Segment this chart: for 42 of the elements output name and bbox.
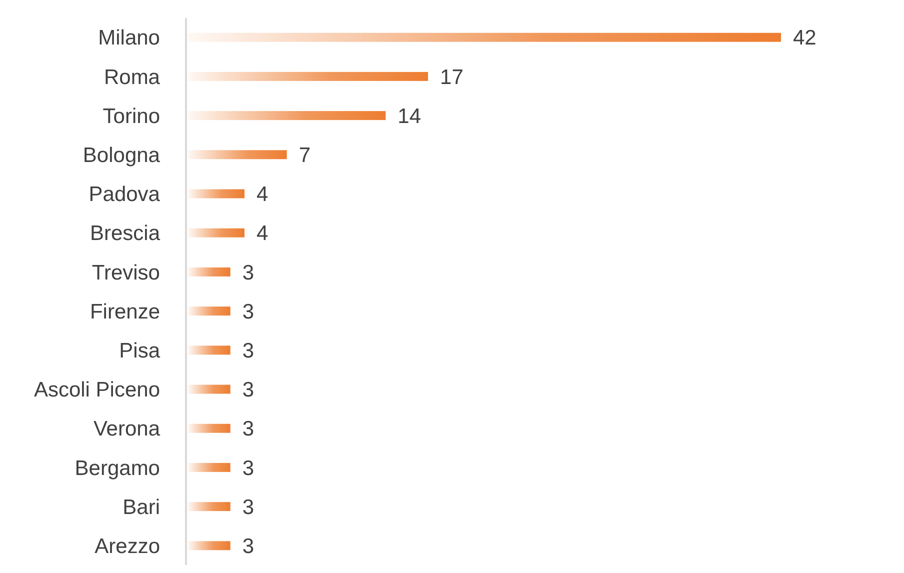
data-label: 3 xyxy=(242,300,254,324)
bar xyxy=(188,32,781,42)
y-tick-label: Arezzo xyxy=(94,534,160,558)
y-tick-label: Bari xyxy=(122,496,160,519)
y-tick-label: Treviso xyxy=(92,261,160,284)
bar xyxy=(188,228,244,238)
bar xyxy=(188,462,230,472)
data-label: 4 xyxy=(256,183,268,206)
y-tick-label: Roma xyxy=(104,66,160,89)
y-tick-label: Torino xyxy=(102,104,160,128)
data-label: 3 xyxy=(242,418,254,441)
data-label: 7 xyxy=(298,144,311,167)
y-tick-label: Padova xyxy=(88,183,160,206)
y-tick-label: Pisa xyxy=(119,340,160,362)
bar xyxy=(188,424,230,433)
bar xyxy=(188,306,230,316)
data-label: 3 xyxy=(242,261,254,284)
data-label: 3 xyxy=(242,534,254,558)
y-tick-label: Firenze xyxy=(90,300,160,324)
bar xyxy=(188,150,287,160)
y-tick-label: Ascoli Piceno xyxy=(34,378,160,402)
data-label: 3 xyxy=(242,340,254,362)
y-tick-label: Brescia xyxy=(90,222,160,246)
data-label: 17 xyxy=(440,66,464,89)
bar xyxy=(188,267,230,276)
data-label: 3 xyxy=(242,496,254,519)
y-tick-label: Milano xyxy=(98,26,160,50)
y-tick-label: Bergamo xyxy=(74,456,160,480)
bar xyxy=(188,72,428,81)
bar xyxy=(188,189,244,198)
y-tick-label: Bologna xyxy=(82,144,160,167)
bar xyxy=(188,502,230,512)
data-label: 3 xyxy=(242,378,254,402)
data-label: 3 xyxy=(242,456,254,480)
data-label: 4 xyxy=(256,222,268,246)
bar xyxy=(188,111,386,120)
data-label: 42 xyxy=(793,26,816,50)
bar xyxy=(188,346,230,355)
bar xyxy=(188,541,230,550)
data-label: 14 xyxy=(398,104,422,128)
y-tick-label: Verona xyxy=(93,418,160,441)
bar xyxy=(188,384,230,394)
